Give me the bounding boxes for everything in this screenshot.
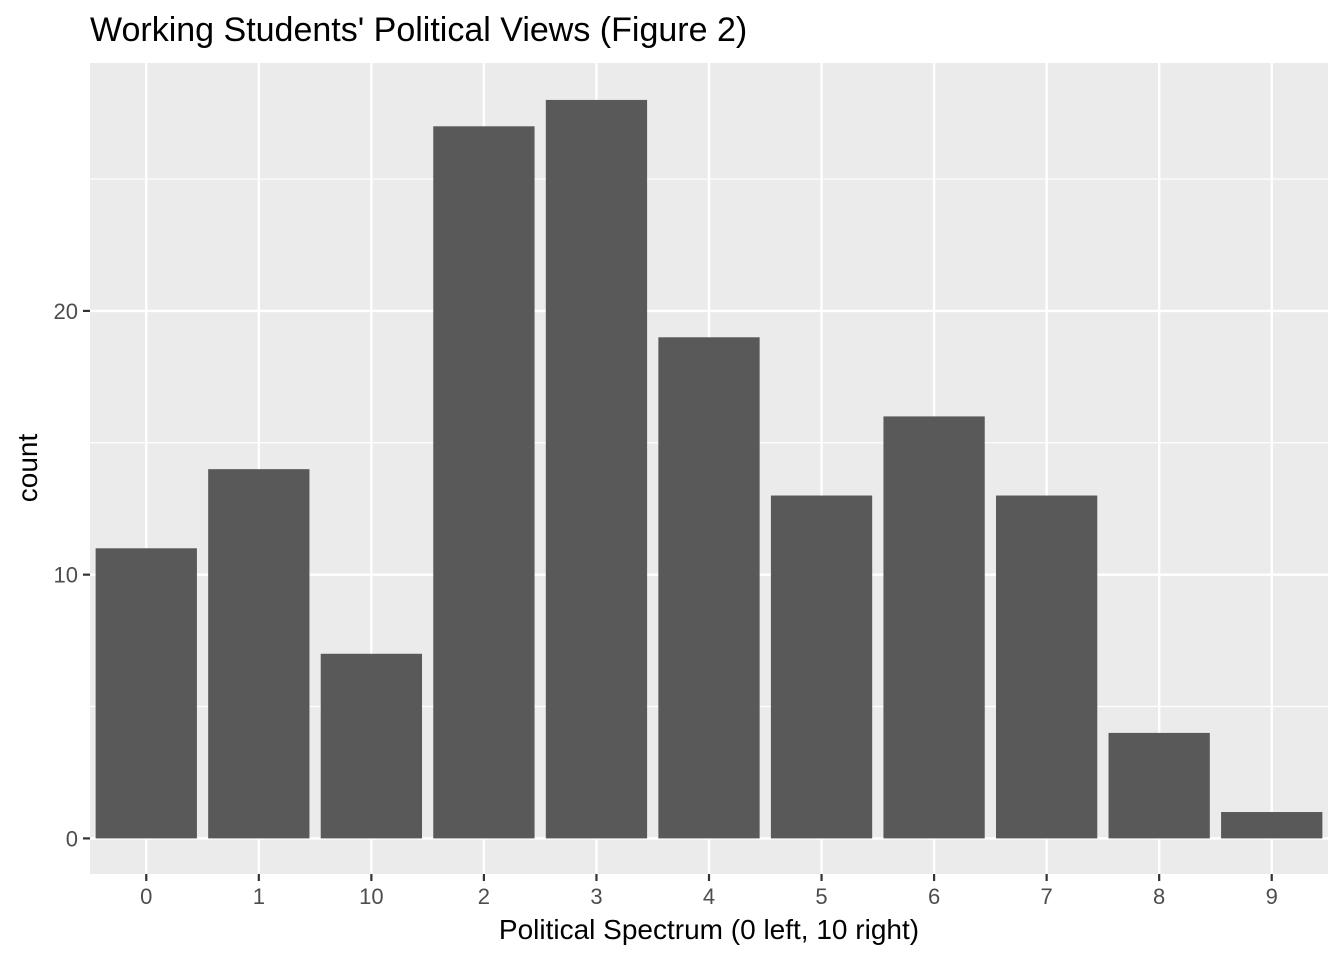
- bar-5: [770, 495, 873, 839]
- bar-9: [1221, 812, 1323, 839]
- x-tick-label-5: 5: [815, 884, 827, 909]
- x-tick-label-0: 0: [140, 884, 152, 909]
- x-tick-label-2: 2: [478, 884, 490, 909]
- x-tick-label-1: 1: [253, 884, 265, 909]
- bar-8: [1108, 732, 1210, 839]
- x-tick-label-3: 3: [590, 884, 602, 909]
- y-tick-label-1: 10: [54, 563, 78, 588]
- x-tick-label-10: 10: [359, 884, 383, 909]
- chart-title: Working Students' Political Views (Figur…: [90, 11, 747, 49]
- y-axis-title: count: [12, 434, 43, 503]
- x-tick-label-7: 7: [1041, 884, 1053, 909]
- x-tick-label-4: 4: [703, 884, 715, 909]
- bar-2: [433, 126, 535, 839]
- bar-7: [995, 495, 1098, 839]
- x-tick-label-6: 6: [928, 884, 940, 909]
- y-tick-label-2: 20: [54, 299, 78, 324]
- y-axis: 0 10 20: [54, 299, 90, 851]
- x-tick-label-9: 9: [1266, 884, 1278, 909]
- y-tick-label-0: 0: [66, 826, 78, 851]
- bar-1: [208, 469, 310, 839]
- bars: [95, 99, 1323, 839]
- bar-4: [658, 337, 760, 839]
- x-axis-title: Political Spectrum (0 left, 10 right): [499, 914, 919, 945]
- bar-3: [545, 99, 648, 839]
- bar-0: [95, 548, 197, 839]
- bar-10: [320, 653, 423, 839]
- x-axis: 0 1 10 2 3 4 5 6 7 8 9: [140, 874, 1278, 909]
- x-tick-label-8: 8: [1153, 884, 1165, 909]
- bar-6: [883, 416, 985, 839]
